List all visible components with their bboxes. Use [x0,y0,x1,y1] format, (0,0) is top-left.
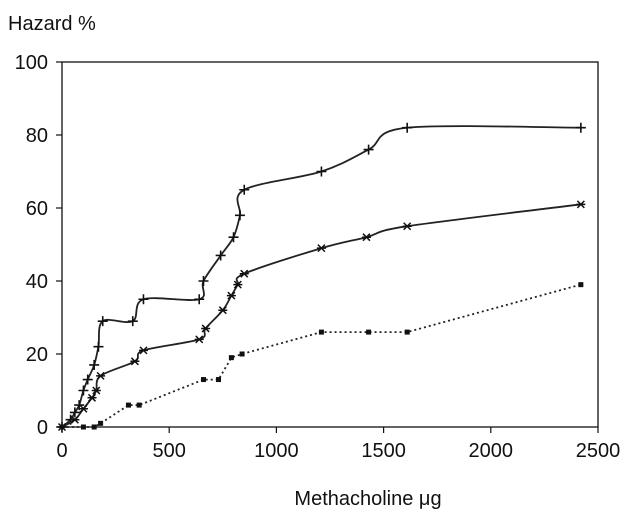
y-tick-label: 80 [26,125,48,147]
data-point [402,222,412,231]
data-point [234,210,245,221]
data-point [70,415,80,424]
data-point [80,424,86,430]
data-point [201,324,211,333]
data-point [233,280,243,289]
x-tick-label: 2500 [576,440,621,462]
x-tick-label: 2000 [469,440,514,462]
y-tick-label: 60 [26,198,48,220]
data-point [239,351,245,357]
x-tick-label: 1000 [254,440,299,462]
x-tick-label: 500 [153,440,186,462]
y-axis-title: Hazard % [8,13,96,35]
data-point [402,122,413,133]
series-asterisk [57,200,586,432]
data-point [318,329,324,335]
plot-area [61,61,599,428]
data-point [194,335,204,344]
data-point [578,282,584,288]
series-line [62,283,582,428]
data-point [576,200,586,209]
series-dot [59,282,584,430]
data-point [228,232,239,243]
data-point [82,374,93,385]
data-point [239,269,249,278]
data-point [127,316,138,327]
data-point [98,420,104,426]
data-point [228,355,234,361]
data-point [363,144,374,155]
x-axis-title: Methacholine μg [294,488,441,510]
data-point [130,357,140,366]
y-tick-label: 20 [26,344,48,366]
data-point [575,122,586,133]
x-tick-label: 1500 [361,440,406,462]
data-point [198,276,209,286]
series-line [61,125,581,428]
data-point [201,377,207,383]
series-layer [57,122,586,432]
data-point [138,294,149,305]
y-tick-label: 40 [26,271,48,293]
series-plus [57,122,586,432]
data-point [59,424,65,430]
data-point [316,244,326,253]
data-point [194,294,205,305]
data-point [89,359,100,370]
data-point [239,184,250,195]
data-point [91,424,97,430]
data-point [218,306,228,315]
data-point [125,402,131,408]
data-point [69,407,80,418]
data-point [78,404,88,413]
data-point [96,371,106,380]
y-tick-label: 100 [15,52,48,74]
data-point [78,385,89,396]
data-point [136,402,142,408]
data-point [215,250,226,261]
series-line [61,203,581,428]
x-tick-label: 0 [56,440,67,462]
data-point [361,233,371,242]
data-point [316,166,327,177]
axis-ticks: 0 500 1000 1500 2000 2500 0 20 40 60 80 100 [15,52,621,462]
data-point [404,329,410,335]
data-point [93,341,104,352]
y-tick-label: 0 [37,417,48,439]
data-point [366,329,372,335]
data-point [138,346,148,355]
data-point [91,386,101,395]
data-point [216,377,222,383]
data-point [97,316,108,327]
data-point [226,291,236,300]
data-point [87,393,97,402]
